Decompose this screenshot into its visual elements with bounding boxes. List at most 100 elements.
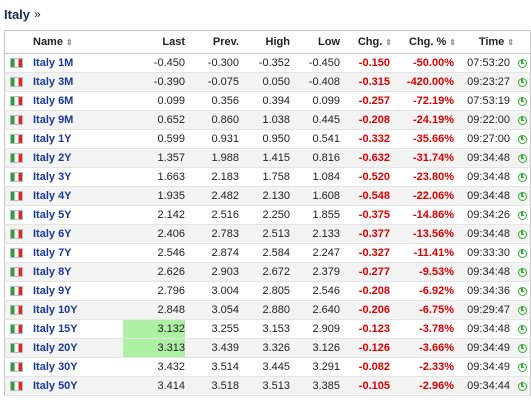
last-value-text: 0.652	[157, 114, 185, 126]
sort-icon[interactable]: ⇕	[507, 38, 514, 47]
low-value: 2.909	[290, 320, 340, 339]
last-value-text: 1.357	[157, 152, 185, 164]
prev-value-text: 2.874	[211, 247, 239, 259]
header-prev: Prev.	[185, 30, 239, 54]
change-value: -0.082	[340, 358, 392, 377]
bond-name-link[interactable]: Italy 3Y	[27, 168, 123, 187]
status-cell	[514, 301, 531, 320]
bond-name-link-text[interactable]: Italy 3M	[33, 76, 74, 88]
bond-name-link[interactable]: Italy 50Y	[27, 377, 123, 396]
bond-name-link[interactable]: Italy 1Y	[27, 130, 123, 149]
bond-name-link-text[interactable]: Italy 2Y	[33, 152, 72, 164]
low-value-text: 0.099	[312, 95, 340, 107]
clock-icon	[517, 229, 527, 239]
header-time-label[interactable]: Time	[478, 36, 505, 48]
flag-cell	[5, 244, 28, 263]
sort-icon[interactable]: ⇕	[65, 38, 73, 47]
flag-cell	[5, 168, 28, 187]
change-pct-value-text: -420.00%	[406, 76, 454, 88]
header-name[interactable]: Name ⇕	[27, 30, 123, 54]
prev-value-text: 0.356	[211, 95, 239, 107]
page-title[interactable]: Italy	[4, 6, 31, 22]
bond-name-link-text[interactable]: Italy 50Y	[33, 380, 78, 392]
table-row[interactable]: Italy 7Y 2.546 2.874 2.584 2.247 -0.327 -11.41…	[4, 244, 531, 263]
table-row[interactable]: Italy 50Y 3.414 3.518 3.513 3.385 -0.105 -2.96…	[4, 376, 531, 396]
header-chg-label[interactable]: Chg.	[357, 36, 383, 48]
header-chg-pct[interactable]: Chg. % ⇕	[392, 30, 456, 54]
change-value-text: -0.332	[358, 133, 390, 145]
bond-name-link[interactable]: Italy 7Y	[27, 244, 123, 263]
bond-name-link[interactable]: Italy 5Y	[27, 206, 123, 225]
time-value-text: 09:22:00	[467, 114, 510, 126]
bond-name-link[interactable]: Italy 2Y	[27, 149, 123, 168]
header-name-label[interactable]: Name	[33, 36, 63, 48]
high-value: 2.672	[239, 263, 290, 282]
bond-name-link-text[interactable]: Italy 5Y	[33, 209, 72, 221]
table-row[interactable]: Italy 9Y 2.796 3.004 2.805 2.546 -0.208 -6.92%…	[4, 282, 531, 301]
table-row[interactable]: Italy 1Y 0.599 0.931 0.950 0.541 -0.332 -35.66…	[4, 130, 531, 149]
low-value-text: 1.084	[312, 171, 340, 183]
bond-name-link[interactable]: Italy 15Y	[27, 320, 123, 339]
bond-name-link-text[interactable]: Italy 6M	[33, 95, 74, 107]
bond-name-link-text[interactable]: Italy 30Y	[33, 361, 78, 373]
bond-name-link-text[interactable]: Italy 1Y	[33, 133, 72, 145]
header-chg-pct-label[interactable]: Chg. %	[409, 36, 447, 48]
bond-name-link[interactable]: Italy 20Y	[27, 339, 123, 358]
table-row[interactable]: Italy 20Y 3.313 3.439 3.326 3.126 -0.126 -3.66…	[4, 338, 531, 358]
bond-name-link-text[interactable]: Italy 9Y	[33, 285, 72, 297]
header-chg[interactable]: Chg. ⇕	[340, 30, 392, 54]
bond-name-link[interactable]: Italy 6Y	[27, 225, 123, 244]
bond-name-link[interactable]: Italy 1M	[27, 54, 123, 73]
table-row[interactable]: Italy 4Y 1.935 2.482 2.130 1.608 -0.548 -22.06…	[4, 186, 531, 206]
table-row[interactable]: Italy 6Y 2.406 2.783 2.513 2.133 -0.377 -13.56…	[4, 224, 531, 244]
time-value: 09:34:49	[456, 339, 514, 358]
bond-name-link-text[interactable]: Italy 8Y	[33, 266, 72, 278]
change-pct-value-text: -24.19%	[413, 114, 454, 126]
table-row[interactable]: Italy 1M -0.450 -0.300 -0.352 -0.450 -0.150 -5…	[4, 54, 531, 73]
bond-name-link[interactable]: Italy 9Y	[27, 282, 123, 301]
clock-icon	[517, 153, 527, 163]
title-arrow-icon[interactable]: »	[34, 7, 41, 21]
bond-name-link-text[interactable]: Italy 20Y	[33, 342, 78, 354]
table-row[interactable]: Italy 2Y 1.357 1.988 1.415 0.816 -0.632 -31.74…	[4, 148, 531, 168]
bond-name-link[interactable]: Italy 3M	[27, 73, 123, 92]
table-row[interactable]: Italy 5Y 2.142 2.516 2.250 1.855 -0.375 -14.86…	[4, 206, 531, 225]
bond-name-link[interactable]: Italy 4Y	[27, 187, 123, 206]
bond-name-link[interactable]: Italy 6M	[27, 92, 123, 111]
bond-name-link-text[interactable]: Italy 1M	[33, 57, 74, 69]
bond-name-link-text[interactable]: Italy 10Y	[33, 304, 78, 316]
bond-name-link[interactable]: Italy 9M	[27, 111, 123, 130]
time-value-text: 09:34:48	[467, 266, 510, 278]
bond-name-link-text[interactable]: Italy 6Y	[33, 228, 72, 240]
high-value: 1.038	[239, 111, 290, 130]
table-row[interactable]: Italy 6M 0.099 0.356 0.394 0.099 -0.257 -72.19…	[4, 92, 531, 111]
last-value: 1.935	[123, 187, 185, 206]
last-value: 2.796	[123, 282, 185, 301]
low-value-text: 1.608	[312, 190, 340, 202]
bond-name-link[interactable]: Italy 10Y	[27, 301, 123, 320]
table-row[interactable]: Italy 9M 0.652 0.860 1.038 0.445 -0.208 -24.19…	[4, 110, 531, 130]
header-time[interactable]: Time ⇕	[456, 30, 514, 54]
table-row[interactable]: Italy 15Y 3.132 3.255 3.153 2.909 -0.123 -3.78…	[4, 319, 531, 339]
change-value-text: -0.375	[358, 209, 390, 221]
table-row[interactable]: Italy 8Y 2.626 2.903 2.672 2.379 -0.277 -9.53%…	[4, 262, 531, 282]
high-value: 3.153	[239, 320, 290, 339]
table-header-row: Name ⇕ Last Prev. High Low Chg. ⇕ Chg. % ⇕ …	[4, 30, 531, 54]
bond-name-link[interactable]: Italy 30Y	[27, 358, 123, 377]
bond-name-link-text[interactable]: Italy 7Y	[33, 247, 72, 259]
table-row[interactable]: Italy 30Y 3.432 3.514 3.445 3.291 -0.082 -2.33…	[4, 358, 531, 377]
change-pct-value: -3.78%	[392, 320, 456, 339]
table-row[interactable]: Italy 10Y 2.848 3.054 2.880 2.640 -0.206 -6.75…	[4, 300, 531, 320]
bond-name-link-text[interactable]: Italy 3Y	[33, 171, 72, 183]
table-row[interactable]: Italy 3Y 1.663 2.183 1.758 1.084 -0.520 -23.80…	[4, 168, 531, 187]
sort-icon[interactable]: ⇕	[385, 38, 392, 47]
table-row[interactable]: Italy 3M -0.390 -0.075 0.050 -0.408 -0.315 -42…	[4, 72, 531, 92]
sort-icon[interactable]: ⇕	[449, 38, 456, 47]
last-value: -0.450	[123, 54, 185, 73]
bonds-table: Name ⇕ Last Prev. High Low Chg. ⇕ Chg. % ⇕ …	[4, 30, 531, 396]
status-cell	[514, 225, 531, 244]
bond-name-link-text[interactable]: Italy 15Y	[33, 323, 78, 335]
bond-name-link-text[interactable]: Italy 4Y	[33, 190, 72, 202]
bond-name-link[interactable]: Italy 8Y	[27, 263, 123, 282]
bond-name-link-text[interactable]: Italy 9M	[33, 114, 74, 126]
